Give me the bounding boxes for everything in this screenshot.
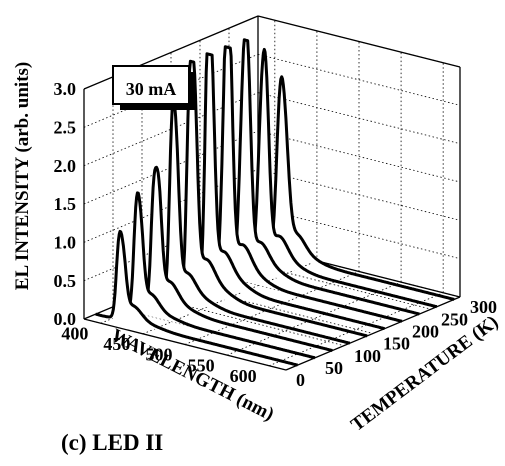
spectrum-line-80k	[129, 165, 334, 352]
x-tick-label: 500	[146, 345, 173, 365]
grid-line	[226, 281, 402, 356]
z-tick-label: 0.0	[54, 309, 77, 329]
y-tick-label: 250	[441, 309, 468, 329]
spectrum-mask-80k	[130, 167, 333, 351]
annotation-text: 30 mA	[126, 79, 177, 99]
grid-line	[170, 282, 374, 334]
spectrum-line-50k	[112, 191, 316, 360]
axis-edge	[257, 15, 461, 68]
y-tick-label: 300	[470, 297, 497, 317]
y-tick-label: 200	[412, 321, 439, 341]
axis-edge	[285, 296, 461, 371]
z-tick-label: 0.5	[54, 271, 77, 291]
tick-labels: 0.0 0.5 1.0 1.5 2.0 2.5 3.0 400 450 500 550 600 0 50 1…	[54, 79, 498, 390]
y-tick-label: 150	[383, 334, 410, 354]
grid-line	[269, 292, 444, 367]
x-tick-label: 550	[188, 355, 215, 375]
spectrum-line-290k	[251, 75, 455, 301]
spectrum-line-200k	[199, 45, 403, 323]
spectra	[94, 38, 455, 367]
grid-line	[257, 207, 461, 260]
spectrum-mask-50k	[113, 192, 315, 358]
z-tick-label: 1.0	[54, 232, 77, 252]
spectrum-mask-290k	[252, 76, 455, 300]
z-axis-title: EL INTENSITY (arb. units)	[12, 62, 33, 290]
y-tick-label: 0	[296, 370, 305, 390]
grid-line	[228, 257, 432, 310]
grid-line	[257, 53, 461, 106]
spectrum-line-140k	[164, 59, 368, 338]
spectrum-line-230k	[216, 38, 421, 316]
y-tick-label: 50	[325, 358, 343, 378]
x-tick-label: 600	[230, 366, 257, 386]
spectrum-line-170k	[181, 52, 386, 331]
y-tick-label: 100	[354, 346, 381, 366]
axis-edge	[83, 318, 287, 371]
x-tick-label: 400	[61, 323, 88, 343]
caption: (c) LED II	[61, 430, 163, 455]
z-tick-label: 2.0	[54, 156, 77, 176]
z-tick-label: 1.5	[54, 194, 77, 214]
z-tick-label: 2.5	[54, 117, 77, 137]
z-tick-label: 3.0	[54, 79, 77, 99]
spectrum-line-20k	[94, 229, 299, 367]
x-tick-label: 450	[103, 334, 130, 354]
spectrum-line-110k	[147, 98, 351, 345]
grid-line	[141, 294, 345, 347]
spectrum-line-260k	[234, 47, 438, 309]
current-annotation: 30 mA	[112, 65, 196, 110]
grid-line	[257, 130, 461, 183]
